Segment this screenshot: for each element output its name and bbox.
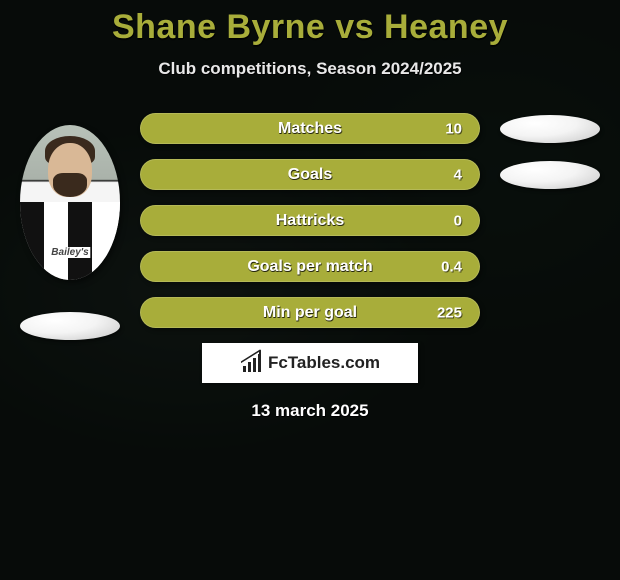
fctables-logo: FcTables.com — [202, 343, 418, 383]
player-left-slot: Bailey's — [10, 125, 130, 280]
avatar-beard — [53, 173, 87, 197]
stat-value-left: 0 — [454, 212, 462, 229]
infographic-container: Shane Byrne vs Heaney Club competitions,… — [0, 0, 620, 580]
subtitle: Club competitions, Season 2024/2025 — [0, 59, 620, 79]
player-right-blank-pill — [500, 161, 600, 189]
right-slot — [490, 115, 610, 143]
fctables-logo-text: FcTables.com — [268, 353, 380, 373]
stat-label: Goals per match — [247, 258, 372, 276]
stat-pill-gpm: Goals per match 0.4 — [140, 251, 480, 282]
avatar-sponsor-text: Bailey's — [49, 247, 90, 258]
page-title: Shane Byrne vs Heaney — [0, 8, 620, 47]
stat-value-left: 10 — [445, 120, 462, 137]
stat-value-left: 225 — [437, 304, 462, 321]
stat-label: Hattricks — [276, 212, 344, 230]
player-left-avatar: Bailey's — [20, 125, 120, 280]
stat-pill-matches: Matches 10 — [140, 113, 480, 144]
stat-label: Min per goal — [263, 304, 357, 322]
stat-label: Matches — [278, 120, 342, 138]
infographic-date: 13 march 2025 — [0, 401, 620, 421]
player-left-blank-pill — [20, 312, 120, 340]
stat-label: Goals — [288, 166, 332, 184]
fctables-chart-icon — [240, 352, 262, 374]
stat-value-left: 4 — [454, 166, 462, 183]
stat-pill-goals: Goals 4 — [140, 159, 480, 190]
right-slot — [490, 161, 610, 189]
player-right-blank-pill — [500, 115, 600, 143]
stat-pill-mpg: Min per goal 225 — [140, 297, 480, 328]
avatar-jersey — [20, 202, 120, 280]
stat-value-left: 0.4 — [441, 258, 462, 275]
stat-pill-hattricks: Hattricks 0 — [140, 205, 480, 236]
